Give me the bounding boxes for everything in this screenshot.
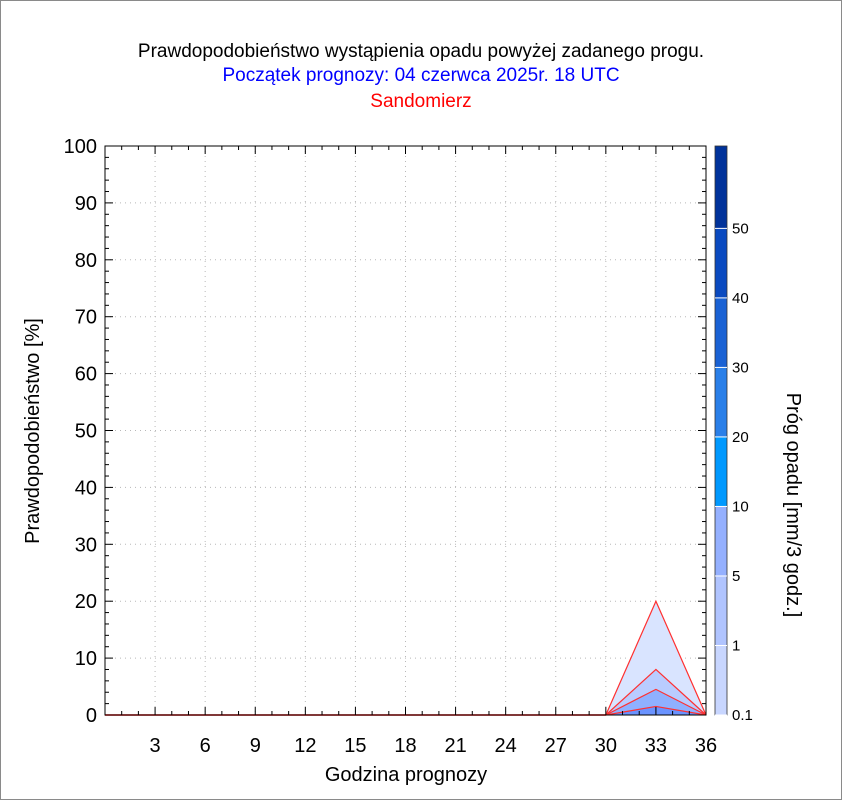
chart-location: Sandomierz [370,91,472,112]
x-tick-label: 24 [495,735,517,757]
colorbar-segment [715,645,727,715]
colorbar-segment [715,367,727,437]
colorbar-segment [715,297,727,368]
x-tick-label: 21 [444,735,466,757]
y-tick-label: 10 [75,648,97,670]
x-tick-label: 9 [250,735,261,757]
colorbar-label: Próg opadu [mm/3 godz.] [782,393,804,618]
grid [105,146,706,715]
colorbar-tick-label: 5 [732,568,740,585]
x-tick-label: 12 [294,735,316,757]
series-area-10 [105,706,706,715]
y-tick-label: 90 [75,193,97,215]
colorbar-segment [715,146,727,229]
colorbar: 0.1 1 5 10 20 30 40 50 [714,145,753,724]
colorbar-tick-label: 30 [732,359,749,376]
x-tick-label: 27 [545,735,567,757]
x-tick-label: 30 [595,735,617,757]
colorbar-tick-label: 20 [732,429,749,446]
y-tick-label: 100 [64,136,97,158]
x-tick-label: 36 [695,735,717,757]
y-tick-label: 60 [75,364,97,386]
y-tick-label: 70 [75,307,97,329]
x-tick-label: 18 [394,735,416,757]
y-axis-label: Prawdopodobieństwo [%] [22,318,44,544]
x-axis-label: Godzina prognozy [325,764,487,786]
axes [104,145,707,716]
colorbar-tick-label: 50 [732,220,749,237]
x-tick-label: 6 [200,735,211,757]
y-tick-label: 0 [86,705,97,727]
colorbar-tick-label: 40 [732,290,749,307]
colorbar-tick-label: 1 [732,637,740,654]
y-tick-label: 40 [75,477,97,499]
colorbar-segment [715,575,727,646]
x-tick-label: 33 [645,735,667,757]
colorbar-segment [715,228,727,298]
y-tick-label: 80 [75,250,97,272]
colorbar-segment [715,436,727,507]
chart-title: Prawdopodobieństwo wystąpienia opadu pow… [137,41,705,62]
y-tick-label: 30 [75,534,97,556]
y-tick-label: 50 [75,421,97,443]
colorbar-segment [715,506,727,576]
x-tick-label: 3 [150,735,161,757]
x-tick-label: 15 [344,735,366,757]
chart-subtitle: Początek prognozy: 04 czerwca 2025r. 18 … [222,65,620,86]
colorbar-tick-label: 10 [732,498,749,515]
colorbar-tick-label: 0.1 [732,707,753,724]
y-tick-label: 20 [75,591,97,613]
